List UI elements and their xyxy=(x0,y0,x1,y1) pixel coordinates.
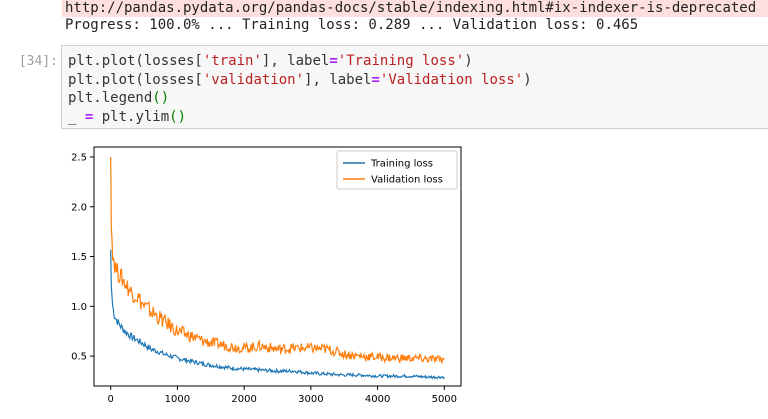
x-tick-label: 3000 xyxy=(298,394,323,405)
output-warning-line: http://pandas.pydata.org/pandas-docs/sta… xyxy=(62,0,768,17)
plot-output: 0 1000 2000 3000 4000 5000 0.5 1.0 1.5 2.0 2.5 Trai… xyxy=(60,140,470,419)
code-line-2[interactable]: plt.plot(losses['validation'], label='Va… xyxy=(68,71,532,88)
y-tick-label: 0.5 xyxy=(71,352,87,363)
code-cell[interactable]: plt.plot(losses['train'], label='Trainin… xyxy=(61,45,768,129)
series-line-validation-loss xyxy=(110,156,445,364)
y-tick-label: 1.5 xyxy=(71,252,87,263)
x-tick-label: 4000 xyxy=(365,394,390,405)
output-progress-line: Progress: 100.0% ... Training loss: 0.28… xyxy=(65,17,639,33)
axes-frame xyxy=(93,146,462,387)
legend-label: Training loss xyxy=(370,159,433,170)
loss-chart: 0 1000 2000 3000 4000 5000 0.5 1.0 1.5 2.0 2.5 Trai… xyxy=(71,146,462,405)
code-editor[interactable]: plt.plot(losses['train'], label='Trainin… xyxy=(68,52,532,126)
x-tick-label: 0 xyxy=(107,394,113,405)
y-tick-label: 2.5 xyxy=(71,152,87,163)
code-line-1[interactable]: plt.plot(losses['train'], label='Trainin… xyxy=(68,53,473,69)
x-tick-label: 1000 xyxy=(165,394,190,405)
x-tick-label: 5000 xyxy=(432,394,457,405)
x-tick-label: 2000 xyxy=(231,394,256,405)
legend-box xyxy=(336,150,458,190)
y-tick-label: 1.0 xyxy=(71,302,87,313)
legend-label: Validation loss xyxy=(371,175,443,186)
cell-prompt: [34]: xyxy=(18,54,58,69)
series-line-training-loss xyxy=(110,249,445,380)
y-tick-label: 2.0 xyxy=(71,202,87,213)
code-line-3[interactable]: plt.legend() xyxy=(68,90,170,106)
code-line-4[interactable]: _ = plt.ylim() xyxy=(68,108,187,125)
